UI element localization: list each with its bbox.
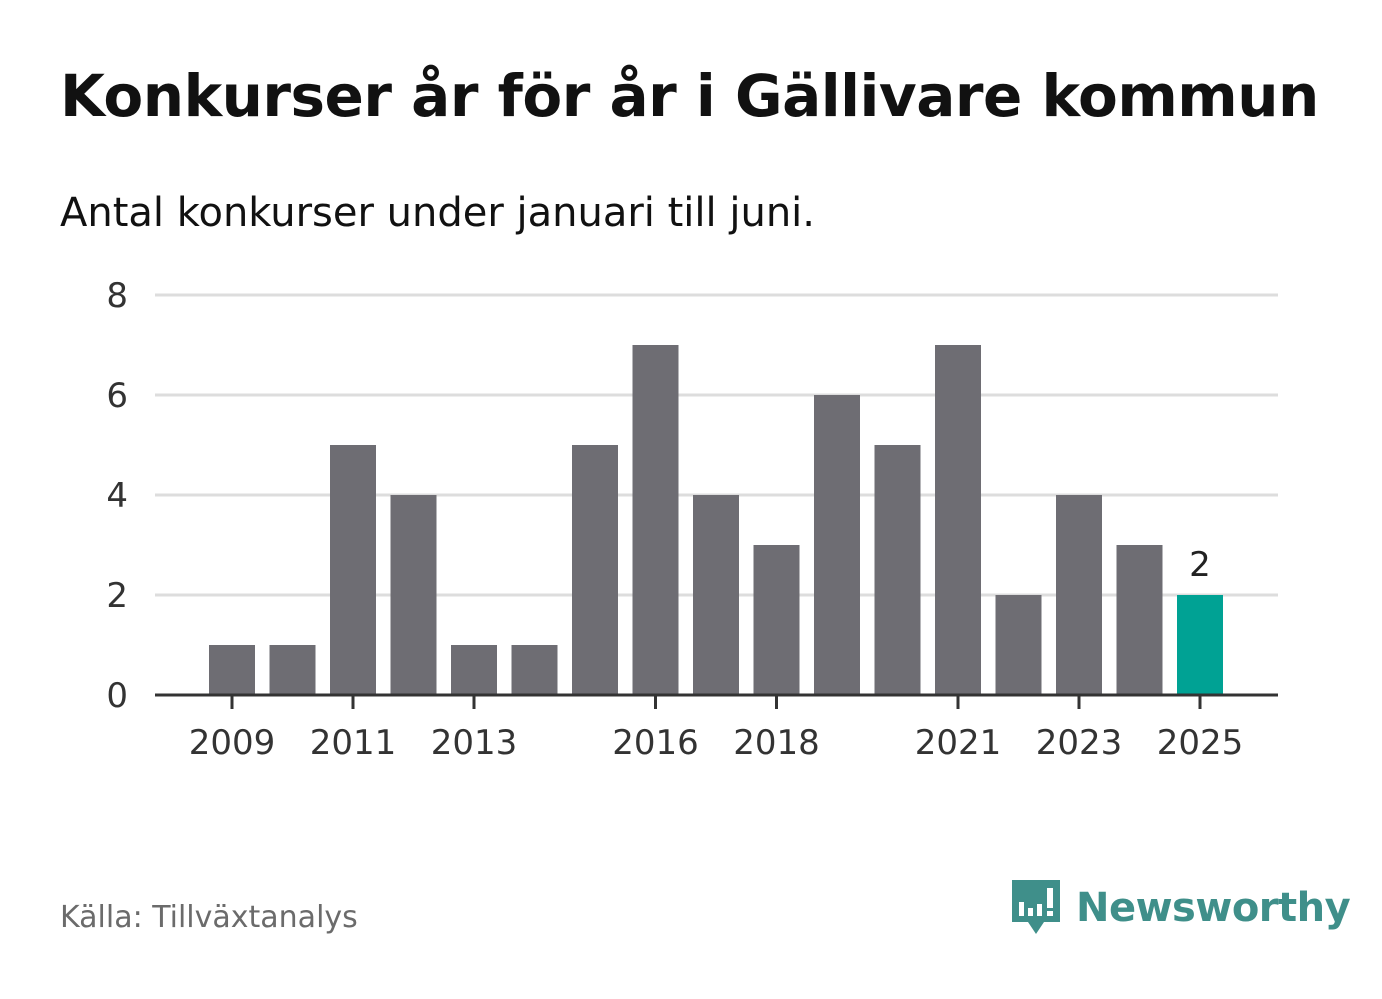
bar-2025 bbox=[1177, 595, 1223, 695]
y-tick-label-4: 4 bbox=[106, 476, 128, 516]
y-tick-label-8: 8 bbox=[106, 276, 128, 316]
bar-2009 bbox=[209, 645, 255, 695]
x-tick-label-2021: 2021 bbox=[915, 723, 1002, 763]
bar-2022 bbox=[995, 595, 1042, 695]
x-tick-label-2023: 2023 bbox=[1036, 723, 1123, 763]
bar-2024 bbox=[1116, 545, 1163, 695]
y-tick-label-6: 6 bbox=[106, 376, 128, 416]
chart-subtitle: Antal konkurser under januari till juni. bbox=[60, 190, 815, 236]
bar-2010 bbox=[269, 645, 316, 695]
bar-2015 bbox=[572, 445, 618, 695]
bar-2018 bbox=[753, 545, 800, 695]
x-tick-label-2018: 2018 bbox=[733, 723, 820, 763]
bar-2011 bbox=[330, 445, 376, 695]
bar-2017 bbox=[693, 495, 739, 695]
newsworthy-logo-icon bbox=[1012, 880, 1060, 934]
chart-title: Konkurser år för år i Gällivare kommun bbox=[60, 62, 1319, 130]
bar-2020 bbox=[874, 445, 921, 695]
data-label-2025: 2 bbox=[1189, 545, 1211, 585]
brand-name: Newsworthy bbox=[1076, 885, 1351, 931]
x-tick-label-2016: 2016 bbox=[612, 723, 699, 763]
bar-2016 bbox=[632, 345, 679, 695]
x-tick-label-2009: 2009 bbox=[189, 723, 276, 763]
bar-2021 bbox=[935, 345, 981, 695]
x-tick-label-2025: 2025 bbox=[1157, 723, 1244, 763]
y-tick-label-0: 0 bbox=[106, 676, 128, 716]
brand-logo: Newsworthy bbox=[1010, 878, 1351, 938]
data-labels: 2 bbox=[1189, 545, 1211, 585]
bar-2023 bbox=[1056, 495, 1102, 695]
bar-2012 bbox=[390, 495, 437, 695]
x-tick-label-2011: 2011 bbox=[310, 723, 397, 763]
y-tick-label-2: 2 bbox=[106, 576, 128, 616]
y-axis-ticks: 0 2 4 6 8 bbox=[106, 276, 128, 716]
source-note: Källa: Tillväxtanalys bbox=[60, 900, 358, 935]
bars bbox=[209, 345, 1223, 695]
bar-2019 bbox=[814, 395, 860, 695]
x-tick-label-2013: 2013 bbox=[431, 723, 518, 763]
bar-2013 bbox=[451, 645, 497, 695]
bar-2014 bbox=[511, 645, 558, 695]
x-axis-ticks: 2009 2011 2013 2016 2018 2021 2023 2025 bbox=[189, 695, 1244, 763]
